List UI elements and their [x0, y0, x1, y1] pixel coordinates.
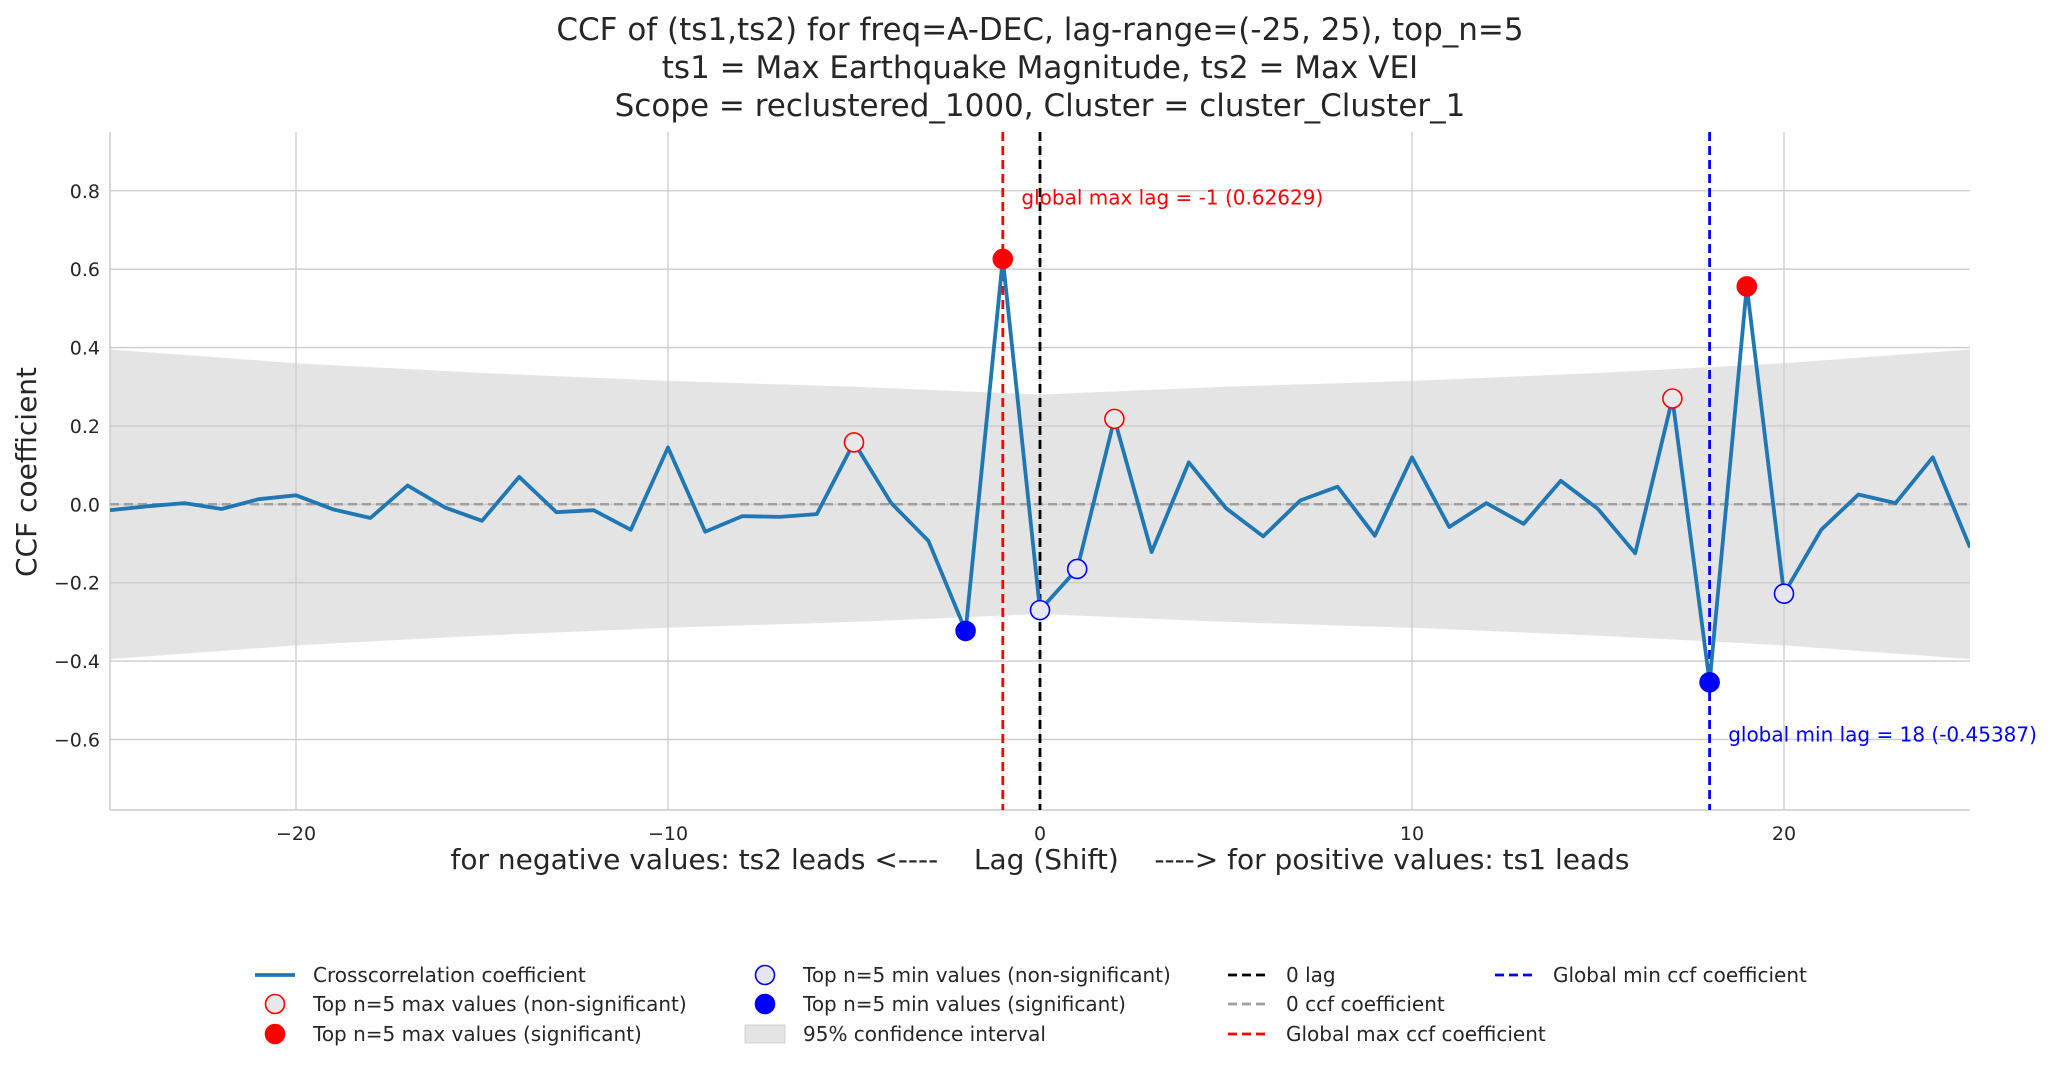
y-tick-label: 0.8 — [70, 181, 100, 203]
legend: Crosscorrelation coefficient Top n=5 max … — [255, 963, 1807, 1046]
x-tick-label: 10 — [1400, 823, 1424, 845]
legend-swatch-open-circle — [264, 993, 286, 1015]
legend-label: Crosscorrelation coefficient — [313, 963, 586, 987]
x-tick-label: 0 — [1034, 823, 1046, 845]
legend-item: 0 ccf coefficient — [1228, 992, 1445, 1016]
legend-item: Crosscorrelation coefficient — [255, 963, 586, 987]
global-max-annotation: global max lag = -1 (0.62629) — [1021, 186, 1323, 210]
legend-label: Global min ccf coefficient — [1553, 963, 1807, 987]
top-min-nonsignificant-marker — [1066, 558, 1088, 580]
x-tick-label: 20 — [1772, 823, 1796, 845]
legend-label: 0 lag — [1286, 963, 1336, 987]
legend-swatch-patch — [744, 1024, 786, 1044]
legend-item: Top n=5 max values (non-significant) — [264, 992, 687, 1016]
top-max-nonsignificant-marker — [1104, 408, 1125, 430]
legend-item: Top n=5 min values (non-significant) — [754, 963, 1171, 987]
top-max-significant-marker — [992, 248, 1014, 270]
legend-item: 0 lag — [1228, 963, 1336, 987]
title-line-2: ts1 = Max Earthquake Magnitude, ts2 = Ma… — [662, 50, 1418, 86]
top-max-nonsignificant-marker — [843, 432, 865, 453]
y-tick-label: −0.6 — [54, 729, 100, 751]
legend-item: Global max ccf coefficient — [1228, 1022, 1546, 1046]
top-min-significant-marker — [955, 620, 976, 642]
y-tick-label: −0.2 — [54, 573, 100, 595]
legend-item: 95% confidence interval — [744, 1022, 1046, 1046]
title-line-1: CCF of (ts1,ts2) for freq=A-DEC, lag-ran… — [556, 12, 1523, 48]
top-min-nonsignificant-marker — [1773, 583, 1795, 604]
legend-swatch-filled-circle — [264, 1023, 286, 1045]
x-axis-label: for negative values: ts2 leads <---- Lag… — [451, 843, 1630, 876]
chart-title: CCF of (ts1,ts2) for freq=A-DEC, lag-ran… — [556, 12, 1523, 124]
title-line-3: Scope = reclustered_1000, Cluster = clus… — [615, 88, 1466, 124]
y-tick-label: 0.6 — [70, 259, 100, 281]
global-min-annotation: global min lag = 18 (-0.45387) — [1728, 722, 2037, 746]
top-max-nonsignificant-marker — [1662, 388, 1683, 409]
top-max-significant-marker — [1736, 276, 1758, 297]
plot-area: −0.6 −0.4 −0.2 0.0 0.2 0.4 0.6 0.8 −20 −10 0 10 20 gl… — [54, 132, 2037, 845]
legend-label: Top n=5 max values (non-significant) — [312, 992, 687, 1016]
x-tick-label: −10 — [648, 823, 688, 845]
legend-label: Top n=5 min values (significant) — [802, 992, 1126, 1016]
legend-label: Top n=5 min values (non-significant) — [802, 963, 1171, 987]
legend-item: Top n=5 min values (significant) — [754, 992, 1126, 1016]
legend-label: 0 ccf coefficient — [1286, 992, 1445, 1016]
legend-swatch-open-circle — [754, 964, 776, 986]
top-min-significant-marker — [1699, 671, 1720, 693]
y-tick-label: 0.2 — [70, 416, 100, 438]
legend-item: Top n=5 max values (significant) — [264, 1022, 642, 1046]
top-min-nonsignificant-marker — [1029, 599, 1051, 621]
y-axis-label: CCF coefficient — [10, 367, 43, 577]
legend-label: Top n=5 max values (significant) — [312, 1022, 642, 1046]
legend-swatch-filled-circle — [754, 993, 776, 1015]
y-tick-label: 0.4 — [70, 338, 100, 360]
y-tick-label: −0.4 — [54, 651, 100, 673]
legend-item: Global min ccf coefficient — [1495, 963, 1807, 987]
y-tick-label: 0.0 — [70, 494, 100, 516]
legend-label: 95% confidence interval — [803, 1022, 1046, 1046]
x-tick-label: −20 — [276, 823, 316, 845]
legend-label: Global max ccf coefficient — [1286, 1022, 1546, 1046]
